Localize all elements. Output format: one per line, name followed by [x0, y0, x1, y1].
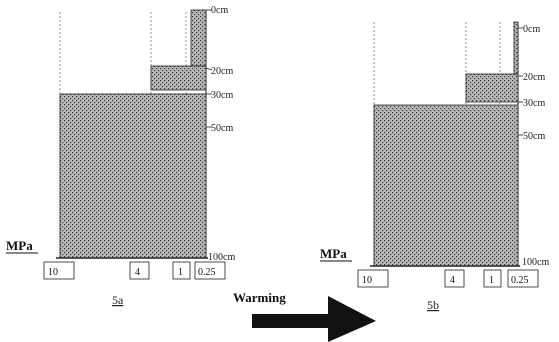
- panel-caption: 5b: [427, 298, 439, 312]
- depth-label-0: 0cm: [523, 24, 540, 35]
- depth-label-20: 20cm: [523, 72, 545, 83]
- pressure-box: [444, 269, 465, 288]
- pressure-box: [43, 261, 75, 280]
- water-block-middle: [150, 65, 207, 91]
- unit-label: MPa: [6, 238, 33, 253]
- water-block-top: [513, 21, 519, 75]
- pressure-box: [194, 261, 226, 280]
- depth-label-50: 50cm: [211, 123, 233, 134]
- depth-label-0: 0cm: [211, 5, 228, 16]
- pressure-label: 0.25: [511, 275, 529, 286]
- panel-5b: 0cm 20cm 30cm 50cm 100cm MPa 10 4 1 0.25…: [320, 21, 549, 312]
- pressure-label: 4: [450, 275, 455, 286]
- depth-label-30: 30cm: [211, 90, 233, 101]
- water-block-top: [190, 9, 207, 67]
- panel-caption: 5a: [112, 293, 124, 307]
- unit-label: MPa: [320, 246, 347, 261]
- pressure-label: 1: [489, 275, 494, 286]
- arrow-label: Warming: [233, 290, 286, 305]
- pressure-box: [129, 261, 150, 280]
- arrow-icon: [252, 296, 376, 342]
- pressure-label: 10: [48, 267, 58, 278]
- depth-label-30: 30cm: [523, 98, 545, 109]
- pressure-box: [507, 269, 539, 288]
- pressure-box: [172, 261, 191, 280]
- panel-5a: 0cm 20cm 30cm 50cm 100cm MPa 10 4 1 0.25…: [6, 5, 235, 307]
- pressure-label: 4: [135, 267, 140, 278]
- depth-label-50: 50cm: [523, 131, 545, 142]
- depth-label-100: 100cm: [522, 257, 549, 268]
- depth-label-20: 20cm: [211, 66, 233, 77]
- depth-label-100: 100cm: [208, 252, 235, 263]
- pressure-box: [483, 269, 502, 288]
- warming-arrow: Warming: [233, 290, 376, 342]
- water-block-main: [373, 104, 519, 267]
- tick: [205, 67, 213, 71]
- pressure-label: 10: [362, 275, 372, 286]
- pressure-label: 1: [178, 267, 183, 278]
- water-block-main: [59, 93, 207, 259]
- pressure-label: 0.25: [198, 267, 216, 278]
- water-block-middle: [465, 73, 519, 103]
- pressure-box: [357, 269, 389, 288]
